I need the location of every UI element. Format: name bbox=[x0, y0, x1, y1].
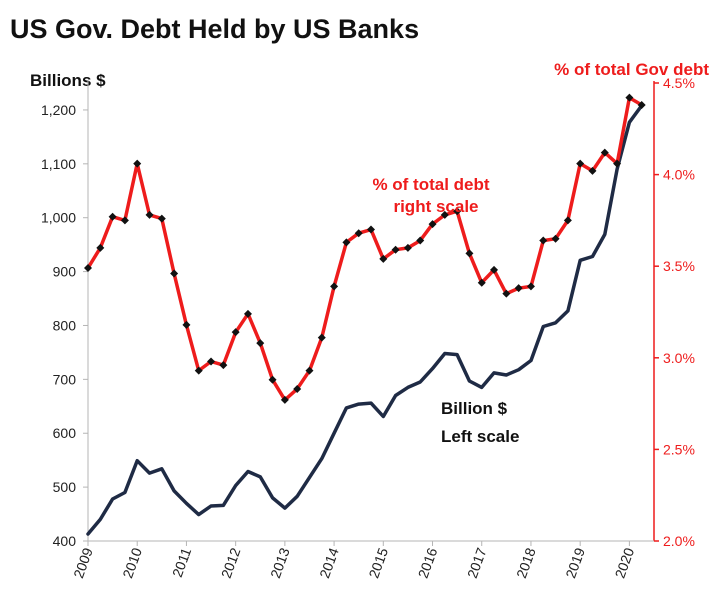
percent-data-point bbox=[84, 264, 92, 273]
x-tick-label: 2020 bbox=[612, 545, 638, 580]
percent-data-point bbox=[490, 265, 499, 274]
x-axis-ticks: 2009 2010 2011 2012 2013 2014 2015 2016 2017 2018… bbox=[70, 541, 637, 580]
percent-data-point bbox=[317, 333, 326, 342]
percent-data-point bbox=[219, 361, 228, 370]
percent-data-point bbox=[256, 339, 265, 348]
percent-data-point bbox=[465, 249, 474, 258]
x-tick-label: 2015 bbox=[365, 545, 391, 580]
percent-data-point bbox=[514, 284, 523, 293]
x-tick-label: 2012 bbox=[218, 545, 244, 580]
left-tick-label: 400 bbox=[53, 533, 77, 549]
right-tick-label: 3.0% bbox=[663, 350, 695, 366]
left-tick-label: 500 bbox=[53, 479, 77, 495]
percent-data-point bbox=[551, 234, 560, 243]
left-axis-ticks: 400 500 600 700 800 900 1,000 1,100 1,200 bbox=[41, 102, 88, 549]
percent-data-point bbox=[182, 320, 191, 329]
x-tick-label: 2010 bbox=[119, 545, 145, 580]
left-tick-label: 700 bbox=[53, 371, 77, 387]
right-tick-label: 2.0% bbox=[663, 533, 695, 549]
percent-data-point bbox=[194, 366, 203, 375]
percent-data-point bbox=[563, 216, 572, 225]
percent-data-point bbox=[108, 212, 117, 221]
x-tick-label: 2009 bbox=[70, 545, 96, 580]
x-tick-label: 2013 bbox=[267, 545, 293, 580]
percent-data-point bbox=[231, 328, 240, 337]
percent-data-point bbox=[157, 214, 166, 223]
left-tick-label: 900 bbox=[53, 264, 77, 280]
right-tick-label: 2.5% bbox=[663, 441, 695, 457]
percent-data-point bbox=[133, 159, 142, 168]
left-axis-label: Billions $ bbox=[30, 71, 106, 90]
right-axis-ticks: 2.0% 2.5% 3.0% 3.5% 4.0% 4.5% bbox=[654, 75, 695, 549]
percent-debt-line bbox=[86, 95, 644, 402]
percent-data-point bbox=[625, 93, 634, 102]
percent-data-point bbox=[477, 278, 486, 287]
percent-data-point bbox=[145, 210, 154, 219]
annotation-percent-line1: % of total debt bbox=[372, 175, 489, 194]
percent-data-point bbox=[330, 282, 339, 291]
percent-data-point bbox=[354, 229, 363, 238]
percent-data-point bbox=[440, 210, 449, 219]
right-axis-label: % of total Gov debt bbox=[554, 60, 709, 79]
left-tick-label: 1,200 bbox=[41, 102, 76, 118]
percent-data-point bbox=[588, 166, 597, 175]
percent-data-point bbox=[502, 289, 511, 298]
percent-data-point bbox=[96, 243, 105, 252]
right-tick-label: 4.5% bbox=[663, 75, 695, 91]
annotation-billion-line2: Left scale bbox=[441, 427, 519, 446]
series-layer bbox=[84, 93, 646, 536]
percent-data-point bbox=[367, 225, 375, 234]
left-tick-label: 1,100 bbox=[41, 156, 76, 172]
percent-data-point bbox=[391, 245, 400, 254]
percent-data-point bbox=[539, 236, 548, 245]
percent-data-point bbox=[428, 220, 437, 229]
percent-data-point bbox=[613, 159, 622, 168]
axes bbox=[87, 81, 655, 542]
left-tick-label: 600 bbox=[53, 425, 77, 441]
percent-data-point bbox=[526, 282, 535, 291]
percent-data-point bbox=[305, 366, 314, 375]
percent-data-point bbox=[453, 207, 462, 216]
percent-data-point bbox=[379, 254, 388, 263]
percent-data-point bbox=[403, 243, 412, 252]
right-tick-label: 4.0% bbox=[663, 167, 695, 183]
percent-data-point bbox=[170, 269, 179, 278]
percent-data-point bbox=[120, 216, 129, 225]
x-tick-label: 2017 bbox=[464, 545, 490, 580]
percent-data-point bbox=[207, 357, 216, 366]
chart-title: US Gov. Debt Held by US Banks bbox=[10, 14, 419, 44]
billion-dollar-line bbox=[86, 103, 644, 536]
x-tick-label: 2011 bbox=[169, 545, 194, 579]
percent-data-point bbox=[416, 236, 425, 245]
left-tick-label: 1,000 bbox=[41, 210, 76, 226]
percent-data-point bbox=[243, 309, 252, 318]
x-tick-label: 2016 bbox=[415, 545, 441, 580]
x-tick-label: 2014 bbox=[316, 545, 342, 580]
x-tick-label: 2019 bbox=[562, 545, 588, 580]
annotation-billion-line1: Billion $ bbox=[441, 399, 508, 418]
annotation-percent-line2: right scale bbox=[393, 197, 478, 216]
percent-data-point bbox=[293, 384, 302, 393]
percent-data-point bbox=[268, 375, 277, 384]
percent-data-point bbox=[576, 159, 585, 168]
percent-data-point bbox=[280, 395, 289, 404]
percent-data-point bbox=[342, 238, 351, 247]
x-tick-label: 2018 bbox=[513, 545, 539, 580]
right-tick-label: 3.5% bbox=[663, 258, 695, 274]
percent-data-point bbox=[600, 148, 609, 157]
left-tick-label: 800 bbox=[53, 317, 77, 333]
percent-data-point bbox=[637, 100, 646, 109]
